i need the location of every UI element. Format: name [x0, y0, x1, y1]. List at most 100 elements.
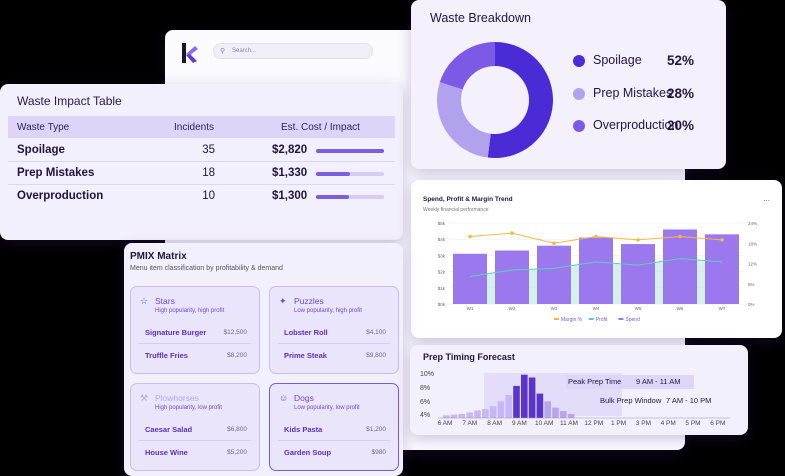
- quadrant-title: Puzzles: [294, 296, 324, 306]
- prep-bar[interactable]: [458, 413, 466, 418]
- x-tick-label: 7 AM: [462, 420, 477, 427]
- y2-tick-label: 6%: [748, 282, 755, 287]
- x-tick-label: 1 PM: [611, 420, 626, 427]
- table-row[interactable]: Spoilage 35 $2,820: [8, 139, 395, 162]
- menu-item-name[interactable]: Prime Steak: [284, 351, 327, 360]
- legend-swatch: [554, 318, 559, 320]
- impact-bar: [316, 172, 384, 176]
- divider: [278, 440, 390, 441]
- legend-label: Spoilage: [593, 53, 642, 67]
- prep-bar[interactable]: [443, 415, 450, 418]
- margin-point[interactable]: [678, 234, 682, 239]
- x-tick-label: 3 PM: [636, 420, 651, 427]
- menu-item-name[interactable]: Lobster Roll: [284, 328, 328, 337]
- x-tick-label: 6 PM: [710, 420, 725, 427]
- x-tick-label: 6 AM: [438, 420, 453, 427]
- legend-percent: 28%: [667, 86, 695, 101]
- spend-bar[interactable]: [495, 250, 529, 304]
- col-incidents: Incidents: [174, 122, 215, 133]
- prep-bar[interactable]: [560, 411, 567, 418]
- margin-point[interactable]: [636, 238, 640, 242]
- y2-tick-label: 18%: [748, 241, 757, 246]
- prep-bar[interactable]: [567, 413, 575, 418]
- bulk-value: 7 AM - 10 PM: [666, 396, 712, 405]
- prep-bar[interactable]: [474, 410, 481, 418]
- quadrant-dogs[interactable]: ☺ Dogs Low popularity, low profit Kids P…: [269, 383, 399, 471]
- menu-item-name[interactable]: Signature Burger: [145, 328, 207, 337]
- divider: [278, 343, 390, 344]
- quadrant-desc: High popularity, high profit: [155, 308, 225, 314]
- y2-tick-label: 24%: [748, 221, 757, 226]
- x-tick-label: 11 AM: [560, 420, 578, 427]
- donut-slice[interactable]: [439, 42, 495, 90]
- impact-bar: [316, 195, 384, 199]
- divider: [139, 440, 251, 441]
- legend-label: Profit: [596, 317, 608, 323]
- y-tick-label: $0k: [438, 302, 446, 307]
- prep-bar[interactable]: [497, 401, 505, 418]
- table-row[interactable]: Prep Mistakes 18 $1,330: [8, 162, 395, 185]
- more-options-icon[interactable]: ...: [763, 194, 770, 203]
- y2-tick-label: 12%: [748, 262, 757, 267]
- legend-swatch: [588, 318, 594, 320]
- est-cost: $2,820: [272, 144, 308, 156]
- incidents: 18: [202, 167, 215, 179]
- pmix-matrix-card: PMIX Matrix Menu item classification by …: [124, 243, 403, 476]
- legend-swatch: [618, 318, 624, 320]
- spend-bar[interactable]: [453, 253, 487, 304]
- menu-item-name[interactable]: Kids Pasta: [284, 425, 323, 434]
- legend-dot: [573, 55, 585, 67]
- dog-icon: ☺: [279, 393, 289, 403]
- y-tick-label: $5k: [438, 221, 446, 226]
- y-tick-label: $1k: [438, 286, 446, 291]
- menu-item-value: $1,200: [366, 426, 386, 433]
- spend-bar[interactable]: [663, 229, 697, 304]
- prep-timing-card: Prep Timing Forecast 10% 8% 6% 4% 6 AM 7 …: [410, 345, 748, 435]
- prep-bar[interactable]: [521, 374, 528, 418]
- legend-percent: 20%: [667, 118, 695, 133]
- col-waste-type: Waste Type: [17, 122, 70, 133]
- y-tick-label: $2k: [438, 270, 446, 275]
- prep-bar[interactable]: [482, 409, 489, 418]
- quadrant-stars[interactable]: ☆ Stars High popularity, high profit Sig…: [130, 286, 260, 374]
- x-tick-label: 9 AM: [512, 420, 527, 427]
- quadrant-puzzles[interactable]: ✦ Puzzles Low popularity, high profit Lo…: [269, 286, 399, 374]
- peak-label: Peak Prep Time: [568, 377, 622, 386]
- spend-bar[interactable]: [537, 245, 571, 304]
- margin-point[interactable]: [720, 238, 724, 242]
- prep-bar[interactable]: [489, 406, 497, 418]
- menu-item-name[interactable]: Garden Soup: [284, 448, 332, 457]
- waste-donut-chart: [437, 42, 553, 158]
- donut-slice[interactable]: [437, 82, 491, 158]
- menu-item-name[interactable]: Truffle Fries: [145, 351, 188, 360]
- menu-item-name[interactable]: Caesar Salad: [145, 425, 193, 434]
- prep-bar[interactable]: [513, 385, 520, 418]
- quadrant-plowhorses[interactable]: ⚒ Plowhorses High popularity, low profit…: [130, 383, 260, 471]
- col-est-cost: Est. Cost / Impact: [281, 122, 360, 133]
- margin-point[interactable]: [510, 231, 514, 235]
- spend-bar[interactable]: [705, 234, 739, 304]
- prep-bar[interactable]: [544, 401, 551, 418]
- prep-timing-chart: 6 AM 7 AM 8 AM 9 AM 10 AM 11 AM 12 PM 1 PM 3 PM 4…: [438, 373, 730, 427]
- x-tick-label: 5 PM: [685, 420, 700, 427]
- table-row[interactable]: Overproduction 10 $1,300: [8, 185, 395, 208]
- prep-bar[interactable]: [466, 412, 473, 419]
- margin-point[interactable]: [552, 241, 556, 246]
- search-input[interactable]: ⚲ Search...: [213, 43, 373, 59]
- prep-bar[interactable]: [505, 395, 512, 418]
- x-tick-label: W3: [551, 306, 558, 311]
- menu-item-value: $980: [371, 449, 386, 456]
- spend-bar[interactable]: [579, 237, 613, 304]
- spend-bar[interactable]: [621, 244, 655, 304]
- menu-item-name[interactable]: House Wine: [145, 448, 188, 457]
- puzzle-icon: ✦: [279, 296, 287, 306]
- donut-slice[interactable]: [487, 42, 553, 158]
- prep-bar[interactable]: [528, 377, 536, 419]
- y-tick: 8%: [420, 385, 431, 392]
- margin-point[interactable]: [468, 234, 472, 239]
- prep-bar[interactable]: [552, 407, 559, 418]
- quadrant-desc: High popularity, low profit: [155, 405, 222, 411]
- prep-bar[interactable]: [536, 393, 544, 418]
- prep-bar[interactable]: [450, 414, 458, 418]
- margin-point[interactable]: [594, 234, 598, 239]
